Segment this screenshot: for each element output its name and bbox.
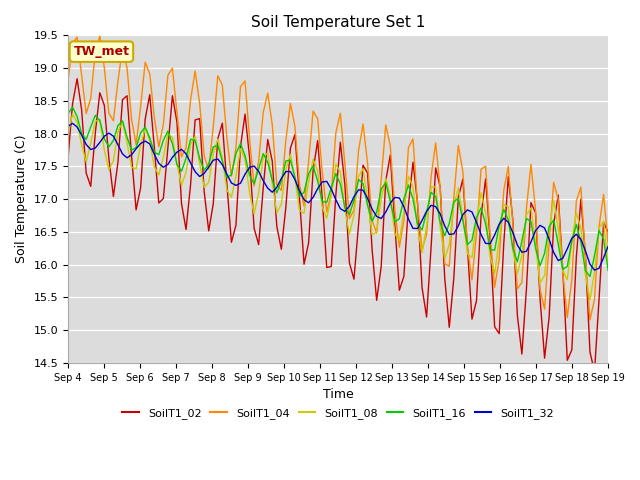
Legend: SoilT1_02, SoilT1_04, SoilT1_08, SoilT1_16, SoilT1_32: SoilT1_02, SoilT1_04, SoilT1_08, SoilT1_…: [118, 403, 558, 423]
Title: Soil Temperature Set 1: Soil Temperature Set 1: [251, 15, 425, 30]
Text: TW_met: TW_met: [74, 45, 129, 58]
Y-axis label: Soil Temperature (C): Soil Temperature (C): [15, 135, 28, 264]
X-axis label: Time: Time: [323, 388, 353, 401]
